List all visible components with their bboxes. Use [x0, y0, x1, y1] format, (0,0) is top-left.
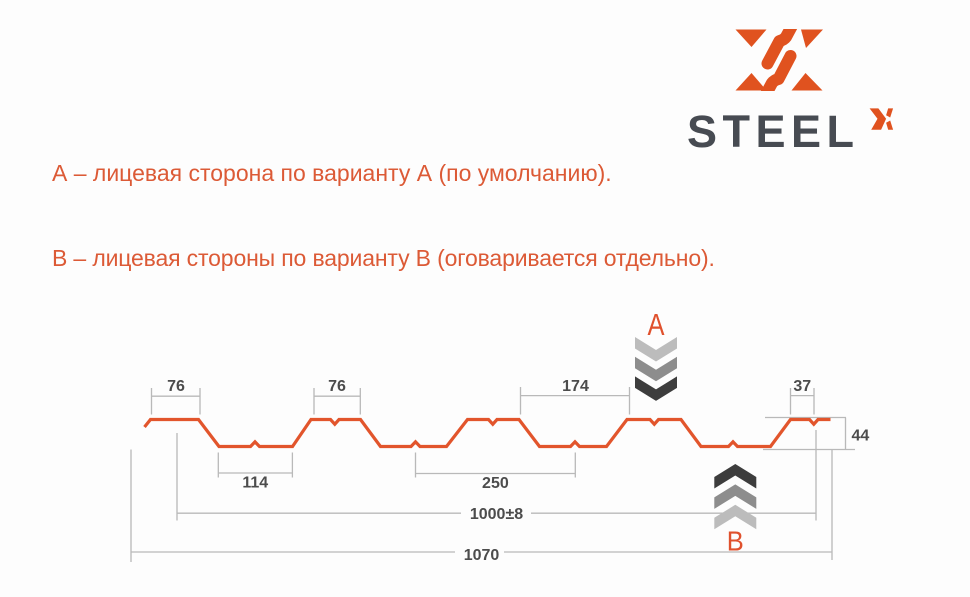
svg-text:250: 250 — [482, 475, 509, 492]
svg-text:44: 44 — [852, 428, 870, 445]
svg-text:B: B — [727, 526, 744, 557]
svg-text:1070: 1070 — [464, 547, 500, 564]
svg-text:76: 76 — [328, 378, 346, 395]
svg-text:37: 37 — [793, 378, 811, 395]
svg-text:76: 76 — [167, 378, 185, 395]
svg-text:174: 174 — [562, 378, 589, 395]
svg-text:STEEL: STEEL — [687, 106, 860, 157]
svg-text:1000±8: 1000±8 — [470, 506, 523, 523]
svg-text:A: A — [648, 308, 666, 342]
svg-text:114: 114 — [242, 475, 268, 492]
